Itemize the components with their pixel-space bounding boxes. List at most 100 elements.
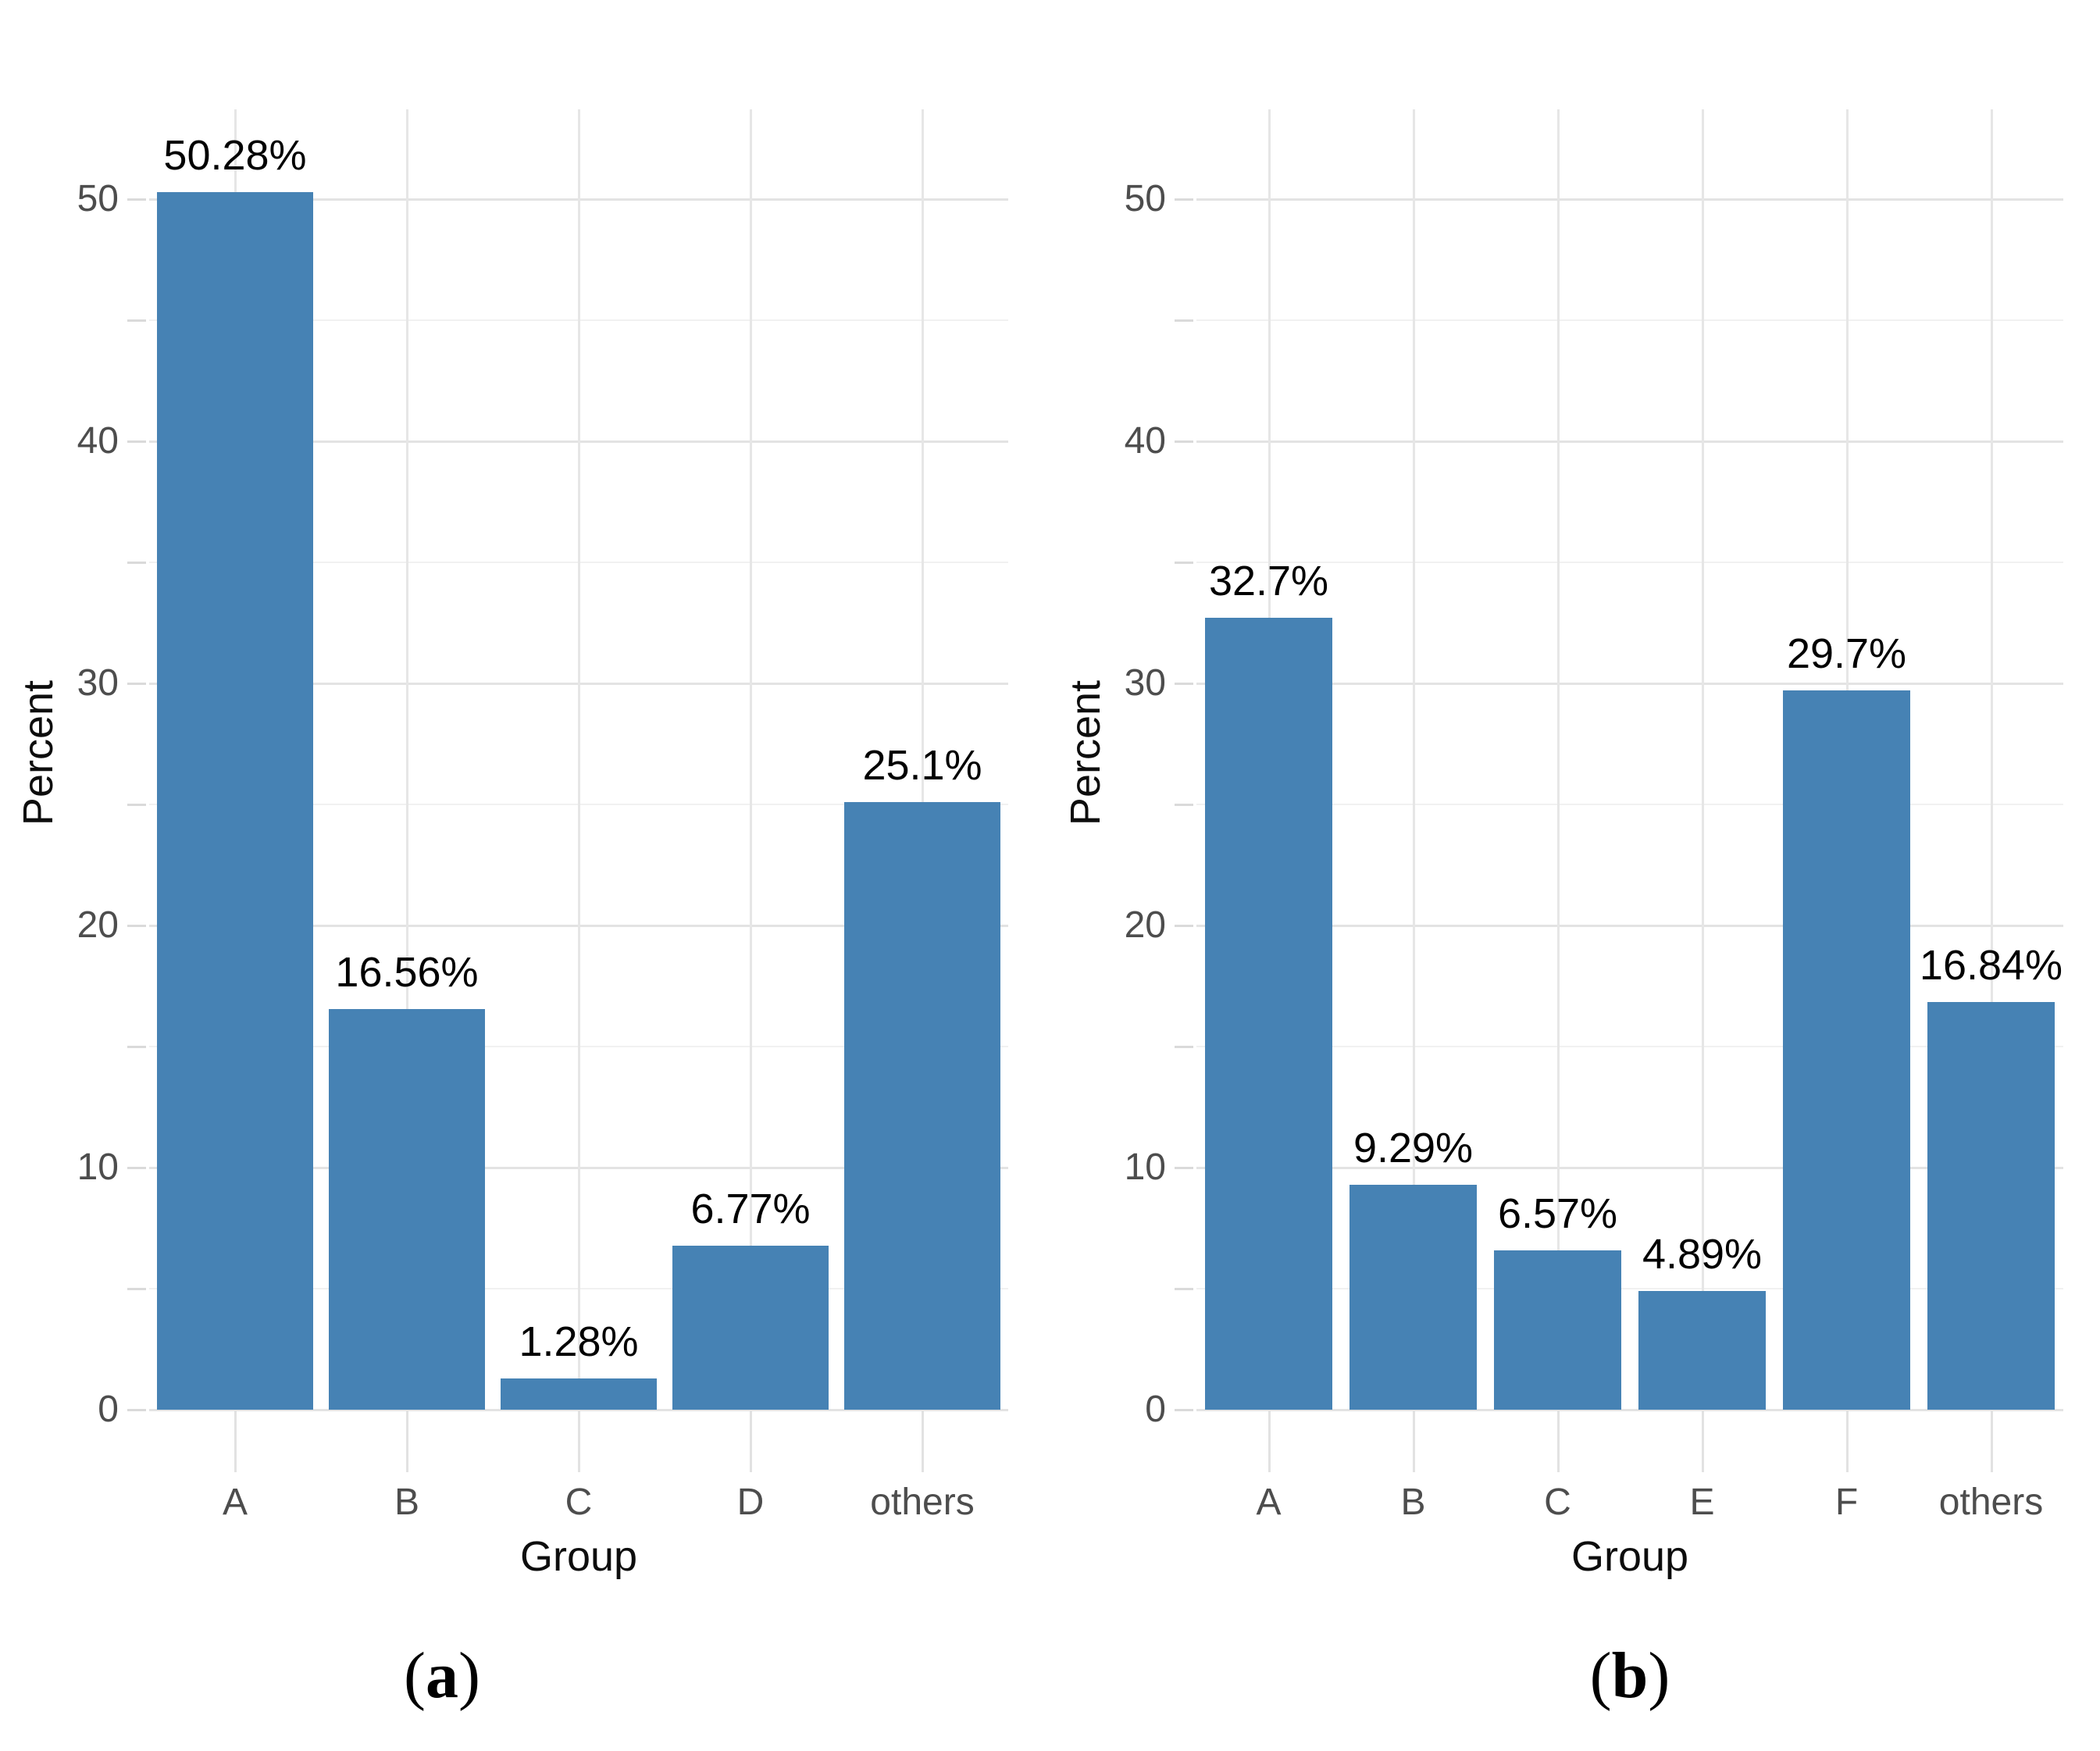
y-tick-label-0: 0: [98, 1389, 119, 1430]
bar-value-label-E: 4.89%: [1642, 1231, 1763, 1278]
panel-a-caption-close-paren: ): [458, 1639, 480, 1712]
x-tick-mark-F: [1845, 1411, 1849, 1472]
y-tick-mark-15: [1175, 1046, 1193, 1048]
bar-A: [157, 192, 313, 1410]
bar-value-label-A: 50.28%: [163, 132, 307, 180]
panel-a-caption-open-paren: (: [404, 1639, 426, 1712]
bar-A: [1205, 618, 1332, 1410]
y-tick-mark-15: [127, 1046, 146, 1048]
x-tick-mark-others: [1990, 1411, 1993, 1472]
bar-F: [1783, 690, 1910, 1410]
gridline-v-C: [1556, 109, 1560, 1410]
y-tick-mark-25: [1175, 804, 1193, 806]
x-tick-label-D: D: [736, 1482, 765, 1523]
panel-b-caption: (b): [1474, 1640, 1786, 1712]
y-tick-mark-40: [127, 440, 146, 443]
gridline-h-major-50: [1196, 198, 2063, 201]
bar-D: [672, 1246, 829, 1410]
y-tick-mark-35: [1175, 562, 1193, 564]
gridline-h-major-0: [1196, 1409, 2063, 1411]
x-tick-label-C: C: [565, 1482, 593, 1523]
y-tick-label-50: 50: [77, 178, 119, 219]
gridline-h-minor-35: [1196, 562, 2063, 563]
y-tick-mark-0: [127, 1409, 146, 1411]
y-tick-label-20: 20: [1124, 904, 1166, 946]
y-tick-label-40: 40: [1124, 420, 1166, 462]
x-tick-label-A: A: [222, 1482, 248, 1523]
y-tick-mark-10: [1175, 1167, 1193, 1169]
y-tick-mark-10: [127, 1167, 146, 1169]
bar-value-label-F: 29.7%: [1786, 630, 1907, 678]
bar-B: [329, 1008, 485, 1410]
x-tick-label-others: others: [1938, 1482, 2044, 1523]
panel-b-caption-close-paren: ): [1648, 1639, 1670, 1712]
x-tick-label-A: A: [1256, 1482, 1282, 1523]
x-tick-label-B: B: [1400, 1482, 1426, 1523]
bar-E: [1638, 1291, 1766, 1410]
x-tick-label-others: others: [870, 1482, 975, 1523]
y-tick-mark-45: [1175, 319, 1193, 322]
x-tick-label-C: C: [1544, 1482, 1571, 1523]
bar-others: [844, 801, 1000, 1410]
gridline-v-B: [1412, 109, 1415, 1410]
y-tick-mark-50: [127, 198, 146, 201]
gridline-v-others: [922, 109, 924, 1410]
y-tick-mark-20: [1175, 925, 1193, 927]
y-tick-mark-5: [127, 1288, 146, 1290]
y-tick-mark-45: [127, 319, 146, 322]
x-tick-mark-C: [1556, 1411, 1560, 1472]
x-tick-mark-E: [1701, 1411, 1704, 1472]
panel-b-caption-letter: b: [1611, 1639, 1649, 1712]
gridline-h-minor-25: [1196, 804, 2063, 805]
x-tick-mark-B: [406, 1411, 408, 1472]
bar-value-label-D: 6.77%: [690, 1186, 811, 1233]
x-tick-label-F: F: [1834, 1482, 1859, 1523]
x-tick-mark-A: [1267, 1411, 1271, 1472]
bar-value-label-A: 32.7%: [1208, 558, 1329, 605]
y-tick-label-10: 10: [77, 1147, 119, 1188]
y-tick-mark-40: [1175, 440, 1193, 443]
gridline-v-E: [1701, 109, 1704, 1410]
panel-a-x-axis-title: Group: [519, 1533, 638, 1580]
y-tick-mark-50: [1175, 198, 1193, 201]
y-tick-label-10: 10: [1124, 1147, 1166, 1188]
gridline-v-D: [750, 109, 752, 1410]
gridline-v-C: [578, 109, 580, 1410]
x-tick-mark-C: [578, 1411, 580, 1472]
bar-value-label-others: 16.84%: [1919, 941, 2063, 989]
x-tick-mark-others: [922, 1411, 924, 1472]
y-tick-label-0: 0: [1145, 1389, 1166, 1430]
bar-value-label-C: 1.28%: [519, 1318, 639, 1366]
y-tick-mark-35: [127, 562, 146, 564]
gridline-h-major-10: [1196, 1167, 2063, 1169]
x-tick-mark-B: [1412, 1411, 1415, 1472]
gridline-h-major-30: [1196, 683, 2063, 685]
y-tick-mark-0: [1175, 1409, 1193, 1411]
gridline-h-major-0: [149, 1409, 1008, 1411]
panel-a-caption-letter: a: [426, 1639, 458, 1712]
bar-others: [1927, 1001, 2055, 1410]
bar-value-label-B: 16.56%: [335, 948, 479, 996]
y-tick-mark-5: [1175, 1288, 1193, 1290]
bar-C: [501, 1378, 657, 1410]
gridline-h-minor-45: [1196, 319, 2063, 321]
x-tick-mark-D: [750, 1411, 752, 1472]
panel-a-y-axis-title: Percent: [15, 679, 62, 826]
y-tick-label-40: 40: [77, 420, 119, 462]
y-tick-mark-25: [127, 804, 146, 806]
bar-value-label-others: 25.1%: [862, 741, 982, 789]
bar-value-label-B: 9.29%: [1353, 1125, 1474, 1171]
y-tick-mark-20: [127, 925, 146, 927]
y-tick-mark-30: [1175, 683, 1193, 685]
y-tick-mark-30: [127, 683, 146, 685]
gridline-h-major-40: [1196, 440, 2063, 443]
gridline-v-others: [1990, 109, 1993, 1410]
x-tick-label-B: B: [394, 1482, 419, 1523]
bar-value-label-C: 6.57%: [1497, 1190, 1618, 1238]
y-tick-label-30: 30: [77, 662, 119, 704]
y-tick-label-20: 20: [77, 904, 119, 946]
y-tick-label-30: 30: [1124, 662, 1166, 704]
bar-B: [1349, 1185, 1477, 1410]
panel-a-caption: (a): [286, 1640, 598, 1712]
